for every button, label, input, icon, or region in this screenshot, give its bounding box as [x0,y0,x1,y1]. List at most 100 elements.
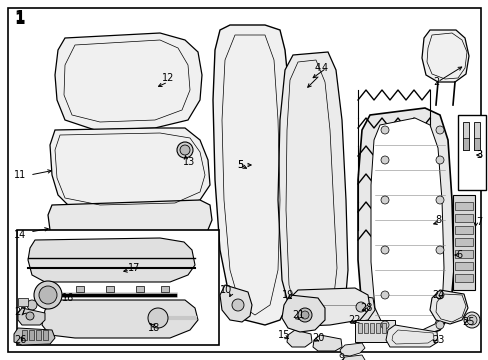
Text: 4: 4 [321,63,327,73]
PathPatch shape [347,295,374,322]
Bar [462,122,468,150]
PathPatch shape [14,328,55,345]
PathPatch shape [339,343,364,356]
Circle shape [435,156,443,164]
PathPatch shape [28,238,195,282]
Bar [473,122,479,150]
Bar [17,230,219,345]
Circle shape [380,291,388,299]
Circle shape [435,126,443,134]
Text: 17: 17 [128,263,140,273]
Bar [454,226,472,234]
PathPatch shape [385,325,437,347]
Bar [473,138,479,150]
Text: 24: 24 [431,290,444,300]
Bar [106,286,114,292]
Text: 8: 8 [434,215,440,225]
Text: 1: 1 [14,10,24,26]
PathPatch shape [220,285,251,322]
Text: 15: 15 [278,330,290,340]
Circle shape [27,313,37,323]
Circle shape [380,126,388,134]
Text: 16: 16 [62,293,74,303]
Text: 23: 23 [431,335,444,345]
Text: 2: 2 [432,77,438,87]
Text: 12: 12 [162,73,174,83]
Circle shape [380,196,388,204]
Text: 5: 5 [237,160,243,170]
Circle shape [39,286,57,304]
Text: 11: 11 [14,170,26,180]
Text: 1: 1 [14,13,24,27]
Text: 18: 18 [148,323,160,333]
PathPatch shape [286,330,311,347]
Bar [375,323,379,333]
Circle shape [435,246,443,254]
Bar [454,250,472,258]
Text: 6: 6 [455,250,461,260]
Bar [381,323,385,333]
Bar [136,286,143,292]
Bar [363,323,367,333]
PathPatch shape [312,335,341,351]
Bar [43,330,48,340]
PathPatch shape [18,308,45,325]
Text: 28: 28 [359,303,372,313]
Bar [354,320,394,342]
Bar [454,262,472,270]
PathPatch shape [50,128,209,210]
Text: 3: 3 [475,150,481,160]
Text: 9: 9 [337,353,344,360]
Text: 13: 13 [183,157,195,167]
Circle shape [380,246,388,254]
Circle shape [380,156,388,164]
Bar [36,330,41,340]
Bar [462,138,468,150]
Bar [452,195,474,290]
Circle shape [466,315,476,325]
Bar [76,286,84,292]
Circle shape [26,312,34,320]
Circle shape [27,300,37,310]
Text: 10: 10 [220,285,232,295]
Circle shape [355,302,365,312]
Text: 25: 25 [461,317,473,327]
Bar [22,330,27,340]
Text: 4: 4 [314,63,321,73]
Circle shape [34,281,62,309]
PathPatch shape [278,52,347,322]
Bar [357,323,361,333]
Circle shape [435,196,443,204]
Text: 14: 14 [14,230,26,240]
Text: 20: 20 [311,333,324,343]
Bar [29,330,34,340]
Circle shape [463,312,479,328]
Circle shape [177,142,193,158]
PathPatch shape [42,300,198,338]
Bar [457,115,485,190]
Text: 3: 3 [475,150,481,160]
Bar [454,202,472,210]
Text: 19: 19 [282,290,294,300]
PathPatch shape [357,108,453,338]
Bar [161,286,169,292]
Bar [18,298,28,306]
Bar [454,214,472,222]
PathPatch shape [282,295,325,332]
PathPatch shape [339,355,364,360]
Circle shape [180,145,190,155]
Text: 27: 27 [14,307,26,317]
Text: 7: 7 [475,217,481,227]
Text: 21: 21 [291,310,304,320]
PathPatch shape [370,118,443,332]
Circle shape [301,311,308,319]
Bar [454,274,472,282]
Bar [454,238,472,246]
PathPatch shape [429,290,467,324]
Text: 22: 22 [347,315,360,325]
PathPatch shape [421,30,468,82]
Circle shape [297,308,311,322]
PathPatch shape [48,200,212,248]
Circle shape [435,321,443,329]
PathPatch shape [55,33,202,130]
